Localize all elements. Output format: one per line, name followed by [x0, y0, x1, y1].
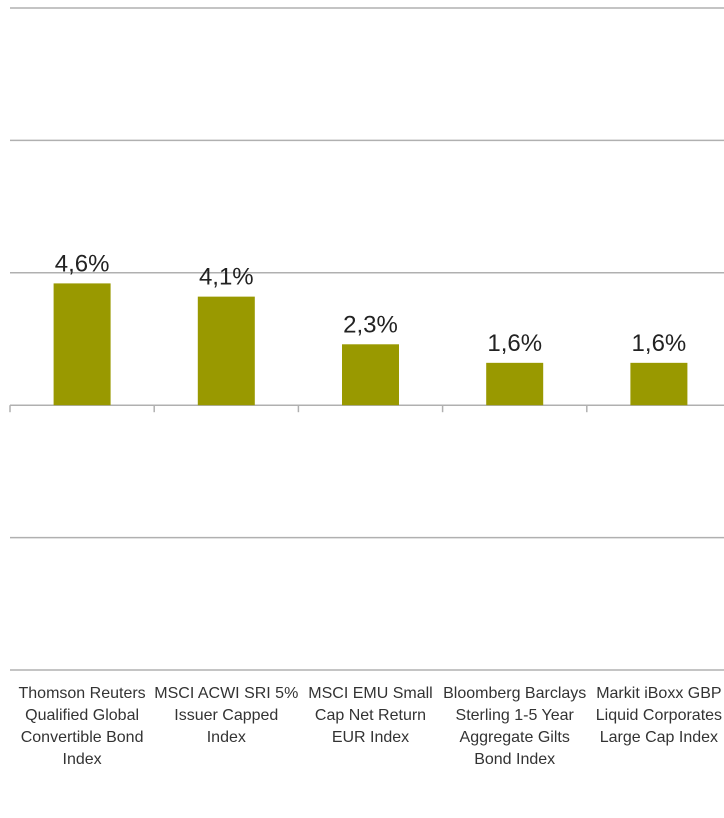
- value-label: 1,6%: [487, 330, 542, 357]
- x-tick-label: MSCI EMU Small Cap Net Return EUR Index: [308, 685, 433, 746]
- value-label: 2,3%: [343, 311, 398, 338]
- bar: [486, 362, 544, 406]
- x-tick-label: Markit iBoxx GBP Liquid Corporates Large…: [595, 685, 723, 746]
- bar: [53, 283, 111, 406]
- x-tick-label: MSCI ACWI SRI 5% Issuer Capped Index: [154, 685, 299, 746]
- x-tick-label: Bloomberg Barclays Sterling 1-5 Year Agg…: [443, 685, 587, 768]
- value-label: 1,6%: [632, 330, 687, 357]
- x-tick-label: Thomson Reuters Qualified Global Convert…: [18, 685, 146, 768]
- bar: [197, 296, 255, 406]
- value-label: 4,6%: [55, 250, 110, 277]
- value-label: 4,1%: [199, 264, 254, 291]
- bar: [342, 344, 399, 406]
- bar: [630, 362, 688, 406]
